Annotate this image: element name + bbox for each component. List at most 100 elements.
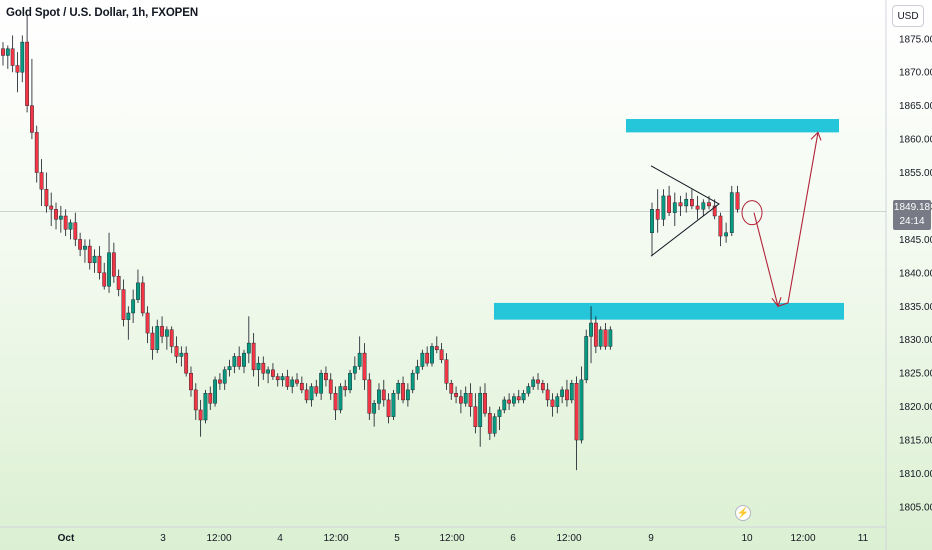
candle-body (478, 393, 483, 427)
candle-body (261, 362, 266, 374)
time-tick-label: Oct (58, 533, 75, 544)
price-tick-label: 1855.00 (899, 168, 932, 179)
last-price-label: 1849.18 24:14 (893, 200, 931, 230)
candle-body (304, 389, 309, 401)
candle-body (44, 189, 49, 207)
price-tick-label: 1820.00 (899, 402, 932, 413)
candle-body (526, 386, 531, 394)
candle-body (92, 255, 97, 264)
candle-body (459, 396, 463, 404)
candle-body (672, 202, 677, 213)
candle-body (434, 346, 439, 350)
candle-body (251, 342, 256, 371)
time-tick-label: 9 (648, 533, 654, 544)
candle-body (116, 275, 121, 290)
candle-body (208, 393, 213, 404)
candle-body (598, 329, 603, 347)
highlight-ellipse (741, 200, 763, 226)
candle-body (290, 379, 295, 387)
candle-body (227, 366, 232, 371)
candle-body (401, 383, 405, 401)
time-tick-label: 12:00 (439, 533, 464, 544)
candle-body (502, 399, 507, 411)
candle-body (58, 215, 63, 220)
candle-body (246, 342, 251, 354)
candle-body (285, 376, 290, 387)
candle-body (39, 172, 44, 190)
candle-body (34, 132, 39, 173)
candle-body (357, 352, 362, 367)
currency-button[interactable]: USD (892, 5, 924, 27)
candle-body (20, 41, 25, 73)
triangle-pattern (650, 165, 720, 257)
candle-body (10, 48, 15, 66)
time-tick-label: 12:00 (556, 533, 581, 544)
price-tick-label: 1830.00 (899, 335, 932, 346)
candle-body (338, 386, 343, 411)
candle-body (550, 399, 555, 407)
time-tick-label: 5 (394, 533, 400, 544)
candle-body (73, 222, 78, 240)
candle-body (107, 252, 111, 287)
candle-body (121, 289, 126, 320)
candle-body (5, 48, 10, 56)
candle-body (30, 105, 34, 133)
candle-body (565, 389, 569, 401)
candle-body (735, 192, 740, 210)
candle-body (603, 329, 608, 347)
candle-body (372, 403, 377, 414)
chart-title: Gold Spot / U.S. Dollar, 1h, FXOPEN (6, 7, 199, 19)
candle-body (425, 352, 430, 364)
price-tick-label: 1815.00 (899, 436, 932, 447)
candle-body (198, 409, 203, 421)
candle-body (111, 252, 116, 277)
candle-body (203, 393, 208, 421)
candle-body (420, 352, 425, 367)
candle-body (193, 389, 198, 411)
candle-body (217, 379, 222, 384)
candle-body (140, 282, 145, 314)
candle-body (164, 329, 169, 337)
candle-body (25, 41, 29, 106)
candle-body (309, 386, 314, 401)
candle-body (569, 383, 574, 401)
time-tick-label: 6 (510, 533, 516, 544)
price-tick-label: 1810.00 (899, 469, 932, 480)
candle-body (324, 372, 328, 381)
candle-body (584, 336, 589, 381)
candle-body (266, 369, 270, 374)
candle-body (415, 366, 420, 374)
candle-body (160, 326, 164, 337)
candle-body (512, 396, 516, 404)
candle-body (396, 383, 401, 394)
candle-body (362, 352, 367, 381)
candle-body (712, 205, 717, 217)
candle-body (391, 393, 396, 417)
candle-body (295, 379, 299, 384)
price-tick-label: 1860.00 (899, 135, 932, 146)
candle-body (83, 245, 87, 250)
candle-body (145, 312, 150, 334)
candle-body (724, 232, 729, 237)
candle-body (136, 282, 140, 300)
candle-body (454, 393, 458, 397)
candle-body (439, 349, 444, 360)
candle-body (444, 359, 449, 384)
candle-body (555, 396, 560, 407)
candle-body (348, 372, 352, 391)
time-tick-label: 4 (277, 533, 283, 544)
lightning-icon[interactable]: ⚡ (735, 505, 751, 521)
candle-body (695, 205, 700, 210)
candle-body (54, 209, 58, 220)
candle-body (487, 413, 492, 434)
time-tick-label: 12:00 (323, 533, 348, 544)
price-tick-label: 1845.00 (899, 235, 932, 246)
candle-body (179, 352, 184, 357)
candle-body (63, 215, 68, 230)
candle-body (707, 202, 711, 207)
candle-body (729, 192, 734, 233)
price-tick-label: 1875.00 (899, 34, 932, 45)
candle-body (367, 379, 372, 414)
